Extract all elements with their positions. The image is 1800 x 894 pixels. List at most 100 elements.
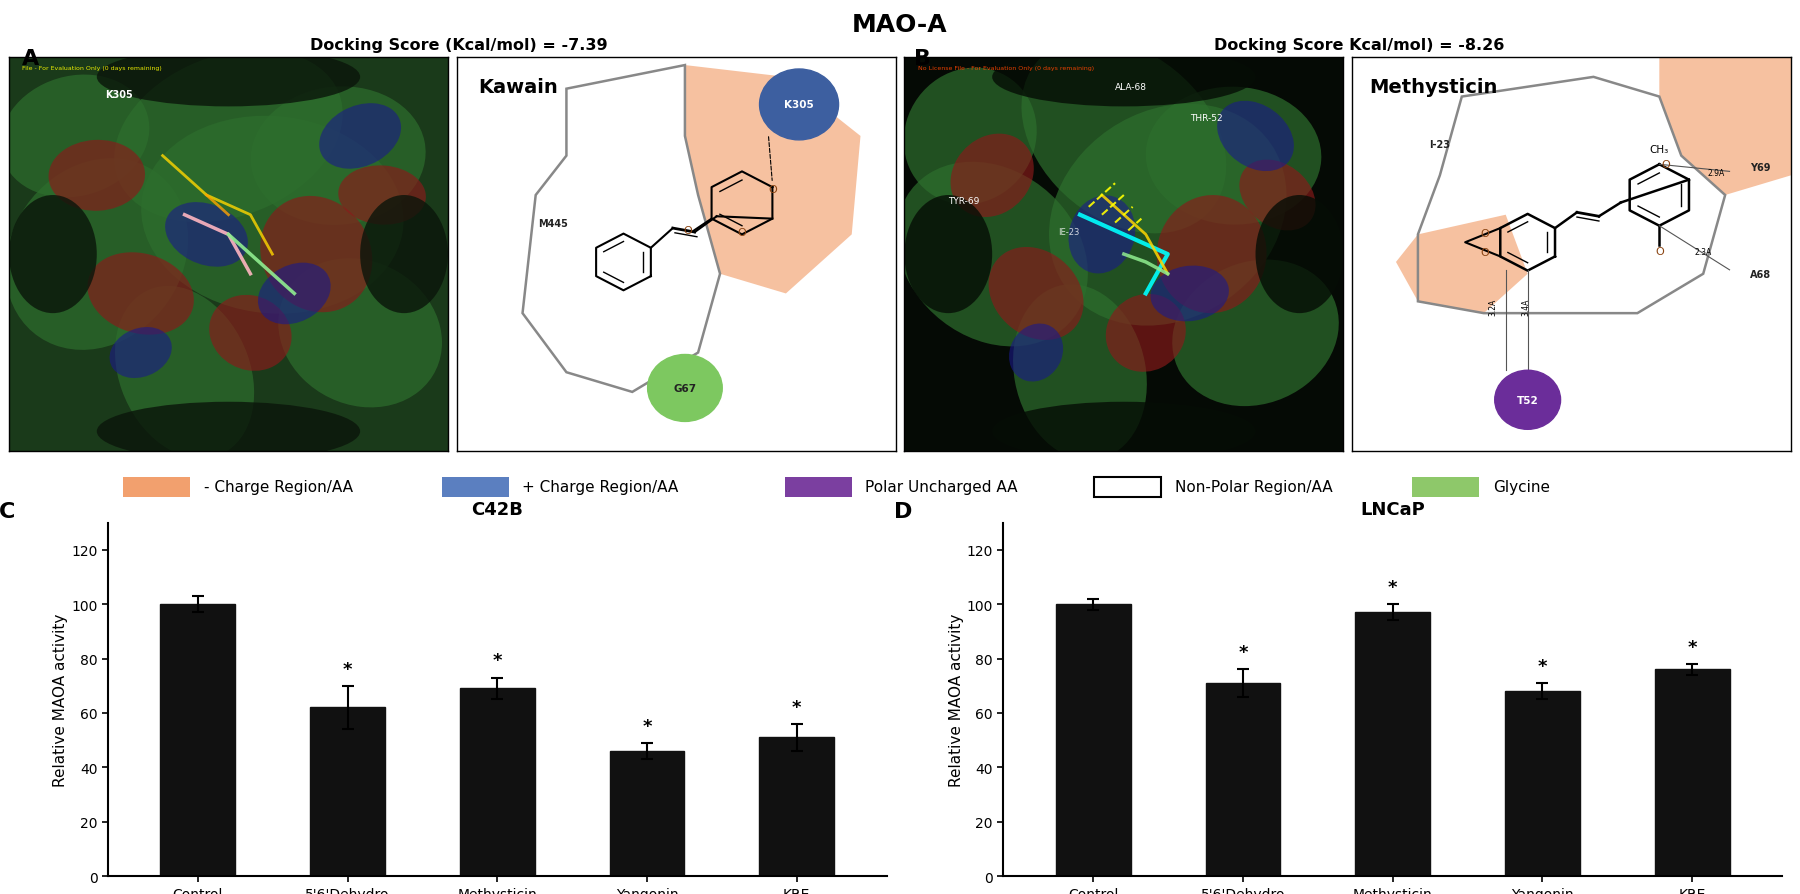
Ellipse shape bbox=[97, 48, 360, 107]
Ellipse shape bbox=[1217, 102, 1294, 172]
Ellipse shape bbox=[904, 69, 1037, 205]
Polygon shape bbox=[1397, 215, 1528, 314]
Bar bbox=[610, 751, 684, 876]
Bar bbox=[459, 688, 535, 876]
Text: *: * bbox=[1537, 657, 1548, 675]
Text: 2.9A: 2.9A bbox=[1708, 169, 1724, 178]
Text: 3.4A: 3.4A bbox=[1521, 299, 1530, 316]
Text: A68: A68 bbox=[1750, 269, 1771, 280]
Text: + Charge Region/AA: + Charge Region/AA bbox=[522, 480, 679, 495]
Text: *: * bbox=[643, 717, 652, 735]
Text: Non-Polar Region/AA: Non-Polar Region/AA bbox=[1175, 480, 1332, 495]
Text: O: O bbox=[769, 185, 778, 195]
Ellipse shape bbox=[1256, 196, 1343, 314]
Ellipse shape bbox=[904, 196, 992, 314]
Text: O: O bbox=[1481, 248, 1489, 257]
Text: *: * bbox=[342, 660, 353, 678]
Text: O: O bbox=[738, 228, 747, 238]
Ellipse shape bbox=[1240, 160, 1316, 232]
Ellipse shape bbox=[1013, 285, 1147, 460]
Text: MAO-A: MAO-A bbox=[851, 13, 949, 38]
Text: *: * bbox=[1388, 578, 1397, 596]
Text: *: * bbox=[1238, 644, 1247, 662]
Ellipse shape bbox=[1172, 260, 1339, 407]
Text: TYR-69: TYR-69 bbox=[949, 197, 979, 206]
Text: CH₃: CH₃ bbox=[1651, 146, 1669, 156]
Ellipse shape bbox=[140, 116, 403, 315]
Title: C42B: C42B bbox=[472, 501, 524, 519]
Circle shape bbox=[760, 70, 839, 140]
Text: File - For Evaluation Only (0 days remaining): File - For Evaluation Only (0 days remai… bbox=[22, 66, 162, 71]
Text: G67: G67 bbox=[673, 384, 697, 393]
FancyBboxPatch shape bbox=[785, 477, 851, 497]
Text: T52: T52 bbox=[1517, 395, 1539, 405]
Ellipse shape bbox=[896, 163, 1087, 347]
FancyBboxPatch shape bbox=[1413, 477, 1480, 497]
Ellipse shape bbox=[88, 253, 194, 335]
FancyBboxPatch shape bbox=[441, 477, 508, 497]
Ellipse shape bbox=[113, 51, 342, 223]
Ellipse shape bbox=[1049, 105, 1287, 326]
Bar bbox=[1505, 691, 1580, 876]
FancyBboxPatch shape bbox=[1094, 477, 1161, 497]
Polygon shape bbox=[686, 66, 860, 294]
Ellipse shape bbox=[209, 296, 292, 371]
Text: O: O bbox=[1481, 229, 1489, 239]
Bar bbox=[1355, 612, 1431, 876]
Ellipse shape bbox=[1010, 325, 1064, 382]
Text: Glycine: Glycine bbox=[1492, 480, 1550, 495]
Ellipse shape bbox=[992, 48, 1256, 107]
Y-axis label: Relative MAOA activity: Relative MAOA activity bbox=[949, 613, 963, 786]
Text: A: A bbox=[22, 49, 40, 69]
Ellipse shape bbox=[1157, 196, 1267, 314]
Ellipse shape bbox=[988, 248, 1084, 341]
Ellipse shape bbox=[261, 197, 373, 313]
Text: M445: M445 bbox=[538, 218, 569, 228]
Ellipse shape bbox=[250, 88, 425, 225]
Text: *: * bbox=[1687, 638, 1697, 656]
Ellipse shape bbox=[257, 264, 331, 325]
Bar bbox=[1057, 604, 1130, 876]
Bar bbox=[310, 708, 385, 876]
Text: - Charge Region/AA: - Charge Region/AA bbox=[203, 480, 353, 495]
Ellipse shape bbox=[1021, 39, 1226, 234]
Text: O: O bbox=[682, 226, 691, 236]
Title: LNCaP: LNCaP bbox=[1361, 501, 1426, 519]
Ellipse shape bbox=[992, 402, 1256, 461]
Ellipse shape bbox=[5, 159, 189, 350]
Text: 3.2A: 3.2A bbox=[1489, 299, 1498, 316]
Text: Polar Uncharged AA: Polar Uncharged AA bbox=[866, 480, 1017, 495]
Text: Docking Score Kcal/mol) = -8.26: Docking Score Kcal/mol) = -8.26 bbox=[1213, 38, 1505, 54]
Text: No License File - For Evaluation Only (0 days remaining): No License File - For Evaluation Only (0… bbox=[918, 66, 1094, 71]
Text: B: B bbox=[914, 49, 931, 69]
Ellipse shape bbox=[1147, 88, 1321, 225]
Text: Docking Score (Kcal/mol) = -7.39: Docking Score (Kcal/mol) = -7.39 bbox=[310, 38, 608, 54]
Ellipse shape bbox=[166, 203, 248, 267]
Ellipse shape bbox=[319, 104, 401, 170]
FancyBboxPatch shape bbox=[124, 477, 191, 497]
Ellipse shape bbox=[49, 140, 146, 212]
Text: I-23: I-23 bbox=[1429, 139, 1451, 149]
Ellipse shape bbox=[110, 328, 171, 378]
Bar bbox=[760, 738, 833, 876]
Text: IE-23: IE-23 bbox=[1058, 228, 1080, 237]
Text: O: O bbox=[1654, 247, 1663, 257]
Ellipse shape bbox=[1150, 266, 1229, 322]
Text: D: D bbox=[895, 502, 913, 522]
Ellipse shape bbox=[115, 287, 254, 459]
Text: *: * bbox=[493, 652, 502, 670]
Ellipse shape bbox=[950, 134, 1033, 218]
Text: K305: K305 bbox=[785, 100, 814, 110]
Ellipse shape bbox=[9, 196, 97, 314]
Bar bbox=[1206, 683, 1280, 876]
Ellipse shape bbox=[0, 75, 149, 198]
Text: K305: K305 bbox=[106, 89, 133, 99]
Ellipse shape bbox=[279, 259, 443, 408]
Polygon shape bbox=[1660, 58, 1791, 196]
Bar bbox=[1654, 670, 1730, 876]
Text: ALA-68: ALA-68 bbox=[1114, 82, 1147, 91]
Text: O: O bbox=[1661, 160, 1670, 170]
Circle shape bbox=[648, 355, 722, 422]
Circle shape bbox=[1494, 371, 1561, 430]
Text: *: * bbox=[792, 698, 801, 716]
